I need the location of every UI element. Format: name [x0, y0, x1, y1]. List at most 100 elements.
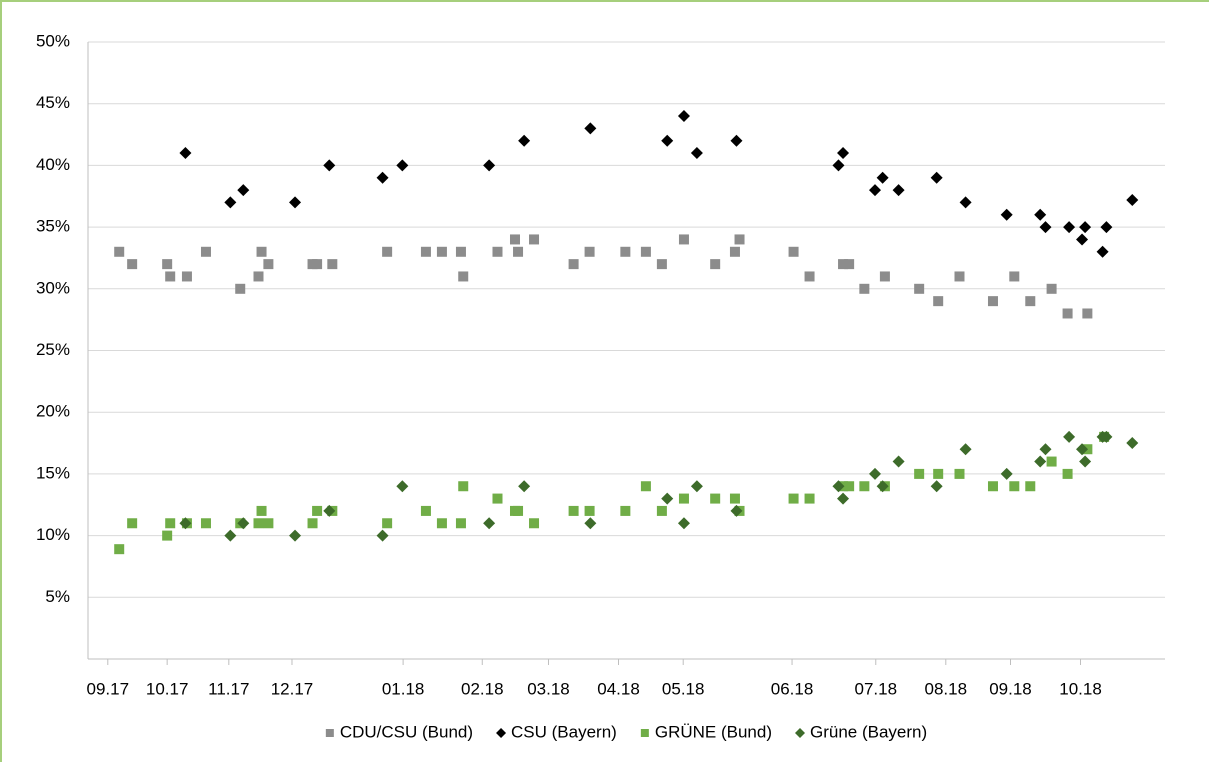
point — [584, 122, 597, 135]
point — [1039, 221, 1052, 234]
point — [179, 147, 192, 160]
x-tick-label: 09.18 — [989, 679, 1032, 698]
point — [256, 505, 267, 516]
point — [1096, 245, 1109, 258]
point — [987, 481, 998, 492]
point — [568, 505, 579, 516]
point — [788, 246, 799, 257]
point — [492, 246, 503, 257]
x-tick-label: 04.18 — [597, 679, 640, 698]
point — [323, 504, 336, 517]
point — [458, 481, 469, 492]
point — [844, 259, 855, 270]
point — [307, 518, 318, 529]
point — [837, 492, 850, 505]
point — [224, 196, 237, 209]
point — [1034, 208, 1047, 221]
x-tick-label: 07.18 — [854, 679, 897, 698]
point — [859, 481, 870, 492]
point — [289, 529, 302, 542]
point — [235, 283, 246, 294]
y-tick-label: 25% — [36, 340, 70, 359]
point — [584, 505, 595, 516]
point — [263, 518, 274, 529]
point — [200, 246, 211, 257]
point — [710, 259, 721, 270]
y-tick-label: 50% — [36, 31, 70, 50]
point — [954, 468, 965, 479]
point — [869, 467, 882, 480]
point — [1034, 455, 1047, 468]
point — [323, 159, 336, 172]
point — [455, 518, 466, 529]
point — [987, 296, 998, 307]
point — [678, 234, 689, 245]
x-tick-label: 03.18 — [527, 679, 570, 698]
point — [396, 480, 409, 493]
x-tick-label: 09.17 — [87, 679, 130, 698]
point — [876, 480, 889, 493]
point — [518, 480, 531, 493]
point — [1100, 221, 1113, 234]
point — [289, 196, 302, 209]
point — [832, 159, 845, 172]
point — [382, 246, 393, 257]
point — [455, 246, 466, 257]
point — [513, 505, 524, 516]
point — [1063, 221, 1076, 234]
point — [312, 505, 323, 516]
point — [436, 246, 447, 257]
x-tick-label: 10.18 — [1059, 679, 1102, 698]
y-tick-label: 5% — [45, 587, 70, 606]
point — [1062, 468, 1073, 479]
point — [930, 171, 943, 184]
legend-label: GRÜNE (Bund) — [655, 722, 772, 741]
point — [436, 518, 447, 529]
point — [127, 259, 138, 270]
point — [483, 517, 496, 530]
x-tick-label: 10.17 — [146, 679, 189, 698]
point — [114, 544, 125, 555]
point — [513, 246, 524, 257]
y-tick-label: 30% — [36, 278, 70, 297]
point — [730, 134, 743, 147]
point — [640, 481, 651, 492]
legend-label: CDU/CSU (Bund) — [340, 722, 473, 741]
point — [914, 468, 925, 479]
point — [584, 246, 595, 257]
point — [661, 492, 674, 505]
y-tick-label: 20% — [36, 402, 70, 421]
point — [165, 518, 176, 529]
y-tick-label: 40% — [36, 155, 70, 174]
point — [1063, 430, 1076, 443]
point — [224, 529, 237, 542]
point — [162, 530, 173, 541]
point — [1126, 193, 1139, 206]
point — [237, 517, 250, 530]
point — [127, 518, 138, 529]
point — [690, 480, 703, 493]
point — [1062, 308, 1073, 319]
point — [959, 196, 972, 209]
y-tick-label: 15% — [36, 463, 70, 482]
point — [1046, 456, 1057, 467]
legend-marker — [794, 728, 805, 738]
point — [200, 518, 211, 529]
point — [165, 271, 176, 282]
point — [661, 134, 674, 147]
point — [640, 246, 651, 257]
legend-marker — [640, 729, 649, 737]
point — [179, 517, 192, 530]
point — [656, 505, 667, 516]
point — [1009, 481, 1020, 492]
point — [1079, 455, 1092, 468]
legend-marker — [325, 729, 334, 737]
point — [730, 504, 743, 517]
point — [869, 184, 882, 197]
point — [492, 493, 503, 504]
point — [253, 271, 264, 282]
point — [914, 283, 925, 294]
point — [1000, 467, 1013, 480]
point — [1039, 443, 1052, 456]
point — [114, 246, 125, 257]
